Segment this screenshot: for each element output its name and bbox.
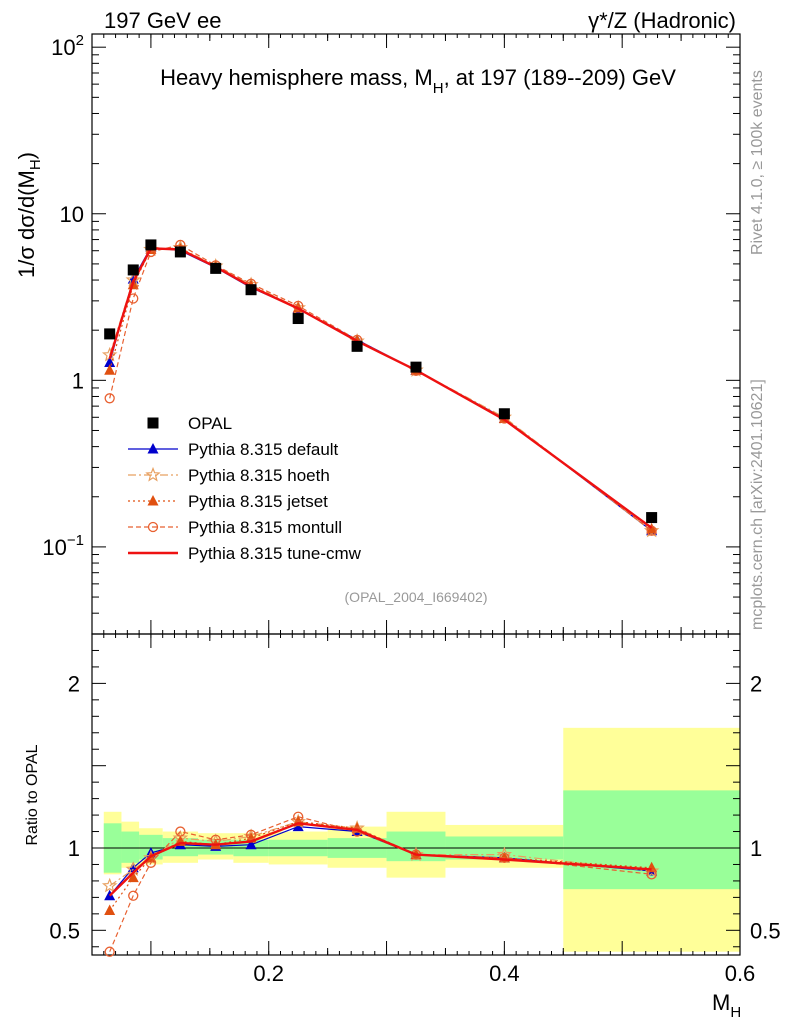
data-point-opal	[104, 328, 116, 340]
ratio-point-montull	[499, 852, 510, 864]
data-point-opal	[245, 284, 257, 296]
mcplots-label: mcplots.cern.ch [arXiv:2401.10621]	[749, 379, 766, 630]
series-line-default	[109, 246, 652, 532]
y-axis-label-main: 1/σ dσ/d(MH)	[14, 152, 44, 278]
ratio-point-hoeth	[101, 877, 118, 893]
legend-label-montull: Pythia 8.315 montull	[188, 518, 342, 537]
legend-marker-opal	[147, 417, 159, 429]
legend-label-data: OPAL	[188, 414, 232, 433]
ratio-line-tunecmw	[108, 822, 652, 897]
series-line-montull	[109, 244, 652, 532]
series-line-tunecmw	[108, 247, 653, 529]
data-point-opal	[292, 313, 304, 325]
y-tick-label-ratio-right: 1	[750, 836, 762, 861]
y-tick-label-ratio: 0.5	[49, 918, 80, 943]
y-tick-label-main: 1	[72, 368, 84, 393]
data-point-opal	[351, 340, 363, 352]
point-jetset	[646, 523, 658, 534]
analysis-id-label: (OPAL_2004_I669402)	[345, 589, 488, 605]
data-point-opal	[210, 262, 222, 274]
data-point-opal	[145, 239, 157, 251]
legend: OPAL Pythia 8.315 default Pythia 8.315 hoe…	[128, 414, 362, 563]
point-default	[104, 356, 116, 367]
x-tick-label: 0.4	[489, 961, 520, 986]
series-line-hoeth	[109, 247, 652, 532]
x-tick-label: 0.6	[725, 961, 756, 986]
legend-label-tunecmw: Pythia 8.315 tune-cmw	[188, 544, 362, 563]
point-jetset	[104, 364, 116, 375]
data-point-opal	[498, 408, 510, 420]
data-point-opal	[127, 264, 139, 276]
ratio-plot-panel: 0.2 0.4 0.6 0.5 0.5 1 1 2 2	[49, 620, 781, 986]
x-axis-label: MH	[712, 990, 741, 1021]
plot-title: Heavy hemisphere mass, MH, at 197 (189--…	[160, 65, 676, 97]
y-tick-label-ratio-right: 0.5	[750, 918, 781, 943]
ratio-point-jetset	[104, 904, 116, 916]
ratio-point-montull	[145, 857, 157, 868]
ratio-point-montull	[128, 890, 139, 901]
legend-marker-hoeth	[145, 466, 161, 482]
y-tick-label-ratio: 2	[68, 671, 80, 696]
y-tick-label-main: 10	[60, 202, 84, 227]
data-point-opal	[174, 246, 186, 258]
header-left-label: 197 GeV ee	[104, 8, 221, 33]
y-tick-label-ratio: 1	[68, 836, 80, 861]
ratio-point-montull	[245, 829, 257, 840]
uncertainty-band-inner-1	[121, 831, 140, 863]
legend-marker-montull	[147, 521, 159, 533]
legend-label-jetset: Pythia 8.315 jetset	[188, 492, 328, 511]
series-line-jetset	[109, 248, 652, 530]
data-point-opal	[410, 361, 422, 373]
y-axis-label-ratio: Ratio to OPAL	[24, 744, 41, 845]
rivet-version-label: Rivet 4.1.0, ≥ 100k events	[749, 70, 766, 255]
main-plot-panel: 10−1 1 10 102	[42, 32, 741, 635]
ratio-frame	[91, 633, 741, 956]
ratio-point-montull	[175, 826, 186, 837]
y-tick-label-main: 10−1	[42, 532, 84, 560]
ratio-point-montull	[104, 946, 115, 957]
ratio-point-montull	[293, 811, 304, 822]
point-montull	[104, 393, 115, 404]
point-montull	[646, 525, 657, 536]
data-point-opal	[646, 512, 658, 524]
legend-label-hoeth: Pythia 8.315 hoeth	[188, 466, 330, 485]
ratio-point-jetset	[127, 871, 139, 883]
legend-marker-jetset	[147, 495, 159, 506]
ratio-point-montull	[646, 869, 657, 880]
ratio-point-default	[245, 838, 257, 850]
x-tick-label: 0.2	[253, 961, 284, 986]
legend-marker-default	[147, 443, 159, 454]
legend-label-default: Pythia 8.315 default	[188, 440, 339, 459]
y-tick-label-main: 102	[51, 32, 84, 60]
y-tick-label-ratio-right: 2	[750, 671, 762, 696]
header-right-label: γ*/Z (Hadronic)	[588, 8, 736, 33]
